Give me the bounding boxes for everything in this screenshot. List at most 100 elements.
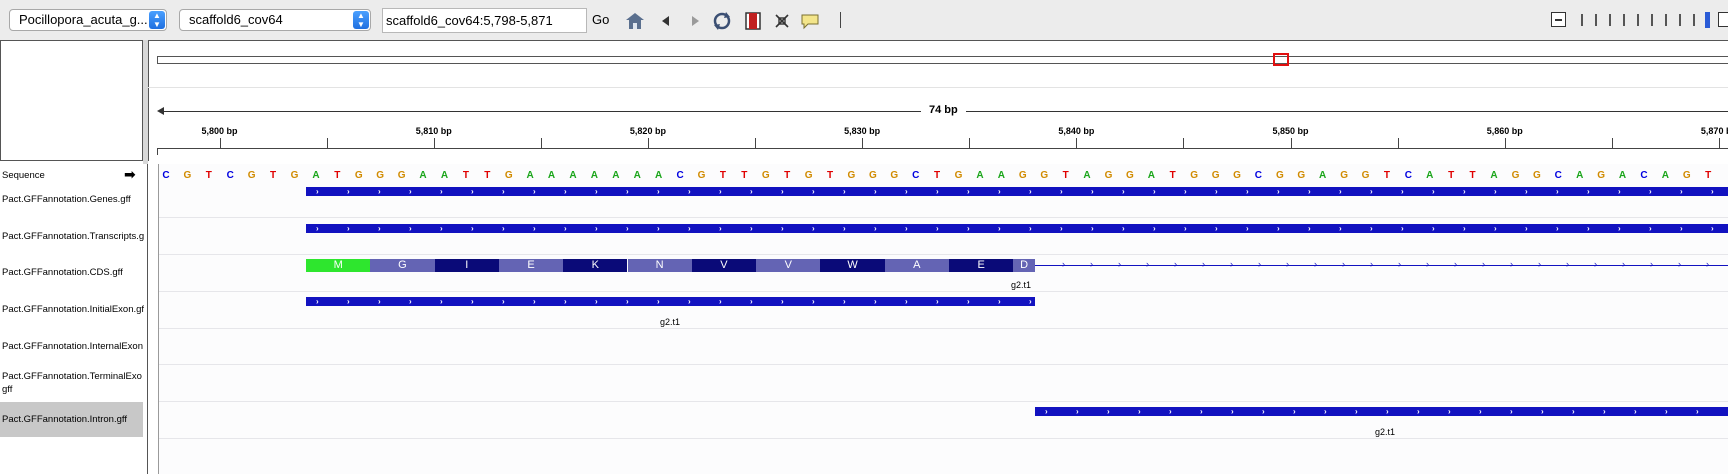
track-name-internal-exon[interactable]: Pact.GFFannotation.InternalExon [2, 341, 143, 352]
resize-icon[interactable] [772, 11, 792, 31]
initial-exon-feature[interactable] [306, 297, 1035, 306]
intron-feature-label: g2.t1 [1374, 427, 1396, 437]
strand-chevron-icon: › [1370, 224, 1373, 233]
sequence-base: G [1233, 170, 1241, 181]
zoom-level-tick[interactable] [1679, 14, 1681, 26]
strand-arrow-icon[interactable]: ➡ [124, 166, 136, 182]
home-icon[interactable] [625, 11, 645, 31]
sequence-base: G [847, 170, 856, 181]
zoom-level-tick[interactable] [1637, 14, 1639, 26]
strand-chevron-icon: › [409, 224, 412, 233]
track-name-terminal-exon[interactable]: Pact.GFFannotation.TerminalExo [2, 371, 142, 382]
chromosome-dropdown[interactable]: scaffold6_cov64 ▲ ▼ [179, 9, 371, 31]
track-name-transcripts[interactable]: Pact.GFFannotation.Transcripts.g [2, 231, 144, 242]
chromosome-ideogram[interactable] [157, 56, 1728, 64]
strand-chevron-icon: › [1091, 187, 1094, 196]
strand-chevron-icon: › [1572, 407, 1575, 416]
sequence-base: A [1083, 170, 1091, 181]
strand-chevron-icon: › [719, 297, 722, 306]
ruler-major-tick [862, 138, 864, 148]
zoom-level-tick[interactable] [1693, 14, 1695, 26]
strand-chevron-icon: › [1649, 187, 1652, 196]
amino-acid-block: V [691, 259, 757, 272]
strand-chevron-icon: › [719, 224, 722, 233]
genome-dropdown[interactable]: Pocillopora_acuta_g... ▲ ▼ [9, 9, 167, 31]
strand-chevron-icon: › [1184, 187, 1187, 196]
strand-chevron-icon: › [688, 187, 691, 196]
track-name-cds[interactable]: Pact.GFFannotation.CDS.gff [2, 267, 123, 278]
strand-chevron-icon: › [1262, 407, 1265, 416]
strand-chevron-icon: › [1153, 224, 1156, 233]
ruler-tick-label: 5,820 bp [629, 126, 666, 136]
sequence-base: G [1532, 170, 1541, 181]
gene-feature[interactable] [306, 187, 1728, 196]
back-icon[interactable] [656, 11, 676, 31]
sequence-base: G [397, 170, 406, 181]
sequence-base: G [247, 170, 256, 181]
strand-chevron-icon: › [1230, 259, 1233, 269]
strand-chevron-icon: › [874, 224, 877, 233]
go-button[interactable]: Go [592, 12, 610, 27]
cds-intron-line [1035, 265, 1728, 266]
sequence-track-name[interactable]: Sequence [2, 170, 45, 181]
zoom-level-tick[interactable] [1665, 14, 1667, 26]
track-name-intron[interactable]: Pact.GFFannotation.Intron.gff [2, 414, 127, 425]
strand-chevron-icon: › [936, 297, 939, 306]
track-name-initial-exon[interactable]: Pact.GFFannotation.InitialExon.gf [2, 304, 144, 315]
locus-input[interactable] [382, 8, 587, 33]
strand-chevron-icon: › [874, 297, 877, 306]
strand-chevron-icon: › [440, 187, 443, 196]
forward-icon[interactable] [685, 11, 705, 31]
strand-chevron-icon: › [936, 224, 939, 233]
dropdown-arrows-icon: ▲ ▼ [149, 11, 165, 29]
region-of-interest-icon[interactable] [743, 11, 763, 31]
ruler-minor-tick [1183, 138, 1185, 148]
refresh-icon[interactable] [712, 11, 732, 31]
sequence-base: T [934, 170, 941, 181]
strand-chevron-icon: › [1342, 259, 1345, 269]
zoom-out-button[interactable] [1551, 12, 1566, 27]
sequence-base: A [590, 170, 599, 181]
zoom-level-tick[interactable] [1623, 14, 1625, 26]
sequence-base: T [484, 170, 491, 181]
strand-chevron-icon: › [843, 187, 846, 196]
transcript-feature[interactable] [306, 224, 1728, 233]
strand-chevron-icon: › [1045, 407, 1048, 416]
popup-info-icon[interactable] [800, 11, 820, 31]
strand-chevron-icon: › [595, 224, 598, 233]
track-name-genes[interactable]: Pact.GFFannotation.Genes.gff [2, 194, 131, 205]
ruler-minor-tick [755, 138, 757, 148]
strand-chevron-icon: › [1277, 187, 1280, 196]
genome-dropdown-value: Pocillopora_acuta_g... [19, 12, 148, 27]
zoom-in-button[interactable] [1718, 12, 1728, 27]
track-name-terminal-exon-line2[interactable]: gff [2, 384, 13, 395]
strand-chevron-icon: › [1122, 187, 1125, 196]
sequence-base: C [1254, 170, 1263, 181]
strand-chevron-icon: › [1432, 224, 1435, 233]
strand-chevron-icon: › [1479, 407, 1482, 416]
intron-feature[interactable] [1035, 407, 1728, 416]
zoom-level-tick[interactable] [1609, 14, 1611, 26]
strand-chevron-icon: › [905, 297, 908, 306]
sequence-base: G [1190, 170, 1199, 181]
track-data-panel [158, 164, 1728, 474]
strand-chevron-icon: › [316, 297, 319, 306]
strand-chevron-icon: › [1566, 259, 1569, 269]
strand-chevron-icon: › [378, 224, 381, 233]
strand-chevron-icon: › [1618, 187, 1621, 196]
strand-chevron-icon: › [471, 297, 474, 306]
strand-chevron-icon: › [440, 224, 443, 233]
sequence-base: A [1147, 170, 1155, 181]
strand-chevron-icon: › [1308, 224, 1311, 233]
zoom-level-tick[interactable] [1581, 14, 1583, 26]
zoom-slider-thumb[interactable] [1705, 12, 1710, 28]
sequence-base: T [1383, 170, 1390, 181]
strand-chevron-icon: › [626, 297, 629, 306]
strand-chevron-icon: › [1076, 407, 1079, 416]
strand-chevron-icon: › [440, 297, 443, 306]
zoom-level-tick[interactable] [1595, 14, 1597, 26]
strand-chevron-icon: › [316, 224, 319, 233]
zoom-level-tick[interactable] [1651, 14, 1653, 26]
sequence-base: G [1361, 170, 1370, 181]
strand-chevron-icon: › [998, 297, 1001, 306]
